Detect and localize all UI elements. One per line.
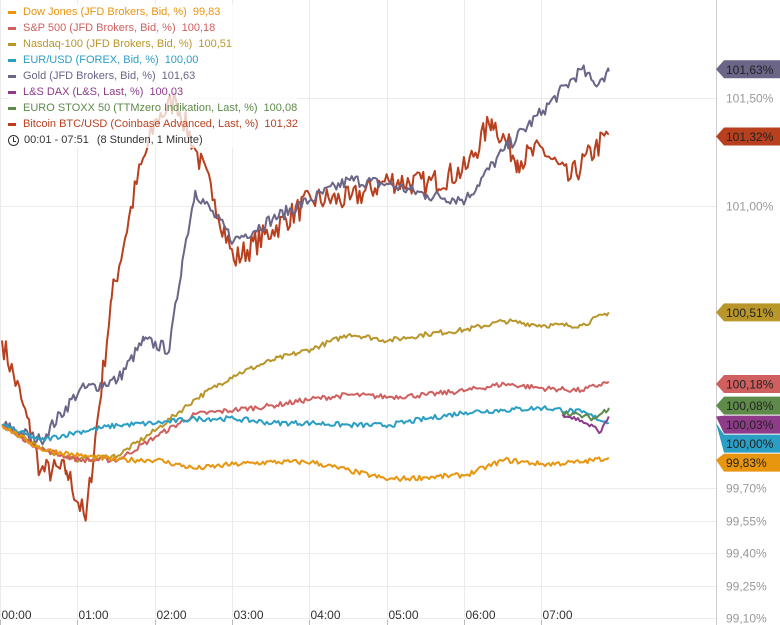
series-line xyxy=(1,311,610,463)
legend-swatch xyxy=(8,26,16,30)
y-tick-label: 99,25% xyxy=(726,580,767,594)
legend-label: L&S DAX (L&S, Last, %) xyxy=(23,86,144,98)
clock-icon xyxy=(8,134,19,146)
legend-item[interactable]: Nasdaq-100 (JFD Brokers, Bid, %) 100,51 xyxy=(8,36,299,52)
x-axis: 00:00 01:00 02:00 03:00 04:00 05:00 06:00 07:00 xyxy=(0,608,573,625)
series-line xyxy=(1,405,609,442)
badge-label: 100,03% xyxy=(726,418,774,432)
value-badge: 101,32% xyxy=(716,127,780,146)
legend-swatch xyxy=(8,122,16,126)
value-badges: 101,63% 101,32% 100,51% 100,18% 100,08% 100,0… xyxy=(716,60,780,472)
legend-item[interactable]: L&S DAX (L&S, Last, %) 100,03 xyxy=(8,84,299,100)
time-range: 00:01 - 07:51 (8 Stunden, 1 Minute) xyxy=(8,132,299,148)
legend-label: EUR/USD (FOREX, Bid, %) xyxy=(23,54,159,66)
value-badge: 99,83% xyxy=(716,453,780,472)
x-tick-label: 06:00 xyxy=(466,608,496,622)
x-tick-label: 04:00 xyxy=(311,608,341,622)
legend-value: 100,08 xyxy=(263,102,298,114)
x-tick-label: 05:00 xyxy=(389,608,419,622)
legend-label: Gold (JFD Brokers, Bid, %) xyxy=(23,70,156,82)
legend-swatch xyxy=(8,10,16,14)
y-axis: 101,50% 101,00% 99,70% 99,55% 99,40% 99,25% 99… xyxy=(726,92,774,625)
x-tick-label: 02:00 xyxy=(157,608,187,622)
badge-label: 99,83% xyxy=(726,456,767,470)
badge-label: 100,08% xyxy=(726,399,774,413)
y-tick-label: 99,70% xyxy=(726,482,767,496)
legend-value: 100,18 xyxy=(181,22,216,34)
legend-item[interactable]: Bitcoin BTC/USD (Coinbase Advanced, Last… xyxy=(8,116,299,132)
legend-swatch xyxy=(8,58,16,62)
legend-label: Bitcoin BTC/USD (Coinbase Advanced, Last… xyxy=(23,118,259,130)
series-lines xyxy=(1,64,610,522)
y-tick-label: 99,40% xyxy=(726,547,767,561)
x-tick-label: 03:00 xyxy=(234,608,264,622)
x-tick-label: 00:00 xyxy=(2,608,32,622)
badge-label: 100,00% xyxy=(726,437,774,451)
legend-value: 100,51 xyxy=(198,38,232,50)
legend: Dow Jones (JFD Brokers, Bid, %) 99,83 S&P … xyxy=(8,4,299,148)
legend-value: 101,63 xyxy=(161,70,196,82)
y-tick-label: 99,55% xyxy=(726,515,767,529)
legend-swatch xyxy=(8,90,16,94)
series-line xyxy=(1,424,610,482)
badge-label: 101,32% xyxy=(726,130,774,144)
y-tick-label: 101,00% xyxy=(726,200,774,214)
value-badge: 100,08% xyxy=(716,396,780,415)
y-tick-label: 99,10% xyxy=(726,612,767,625)
value-badge: 100,03% xyxy=(716,415,780,434)
badge-label: 100,51% xyxy=(726,306,774,320)
legend-value: 100,03 xyxy=(149,86,184,98)
legend-label: Nasdaq-100 (JFD Brokers, Bid, %) xyxy=(23,38,193,50)
legend-swatch xyxy=(8,106,16,110)
legend-item[interactable]: Dow Jones (JFD Brokers, Bid, %) 99,83 xyxy=(8,4,299,20)
badge-label: 100,18% xyxy=(726,377,774,391)
legend-value: 101,32 xyxy=(264,118,299,130)
series-line xyxy=(561,407,610,422)
y-tick-label: 101,50% xyxy=(726,92,774,106)
value-badge: 100,00% xyxy=(716,423,780,453)
time-range-label: 00:01 - 07:51 xyxy=(24,134,89,146)
value-badge: 100,51% xyxy=(716,303,780,322)
duration-label: (8 Stunden, 1 Minute) xyxy=(96,134,203,146)
x-tick-label: 01:00 xyxy=(79,608,109,622)
legend-swatch xyxy=(8,74,16,78)
legend-label: S&P 500 (JFD Brokers, Bid, %) xyxy=(23,22,176,34)
series-line xyxy=(1,64,610,446)
x-tick-label: 07:00 xyxy=(543,608,573,622)
value-badge: 100,18% xyxy=(716,374,780,393)
legend-label: EURO STOXX 50 (TTMzero Indikation, Last,… xyxy=(23,102,258,114)
series-line xyxy=(561,413,610,434)
legend-item[interactable]: EURO STOXX 50 (TTMzero Indikation, Last,… xyxy=(8,100,299,116)
legend-label: Dow Jones (JFD Brokers, Bid, %) xyxy=(23,6,187,18)
series-line xyxy=(1,92,610,522)
legend-value: 100,00 xyxy=(164,54,199,66)
legend-item[interactable]: Gold (JFD Brokers, Bid, %) 101,63 xyxy=(8,68,299,84)
legend-item[interactable]: EUR/USD (FOREX, Bid, %) 100,00 xyxy=(8,52,299,68)
badge-label: 101,63% xyxy=(726,63,774,77)
legend-value: 99,83 xyxy=(192,6,221,18)
value-badge: 101,63% xyxy=(716,60,780,79)
legend-item[interactable]: S&P 500 (JFD Brokers, Bid, %) 100,18 xyxy=(8,20,299,36)
legend-swatch xyxy=(8,42,16,46)
